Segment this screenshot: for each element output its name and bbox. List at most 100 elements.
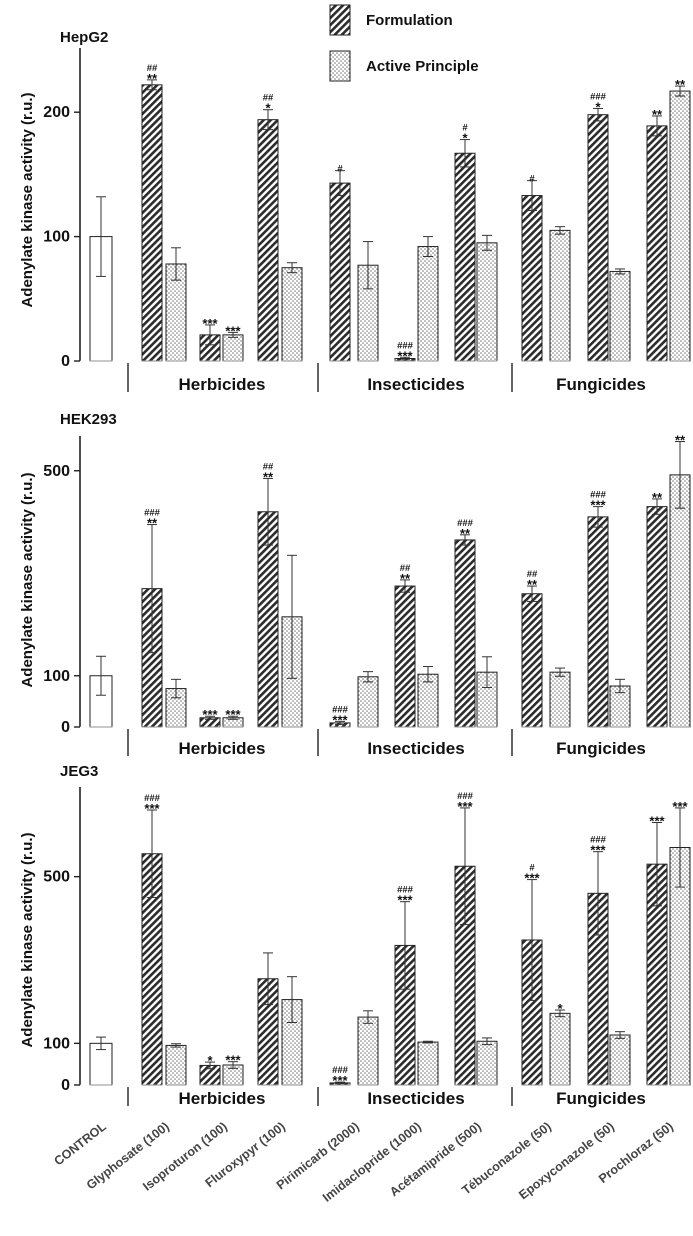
significance-marker: ** — [675, 77, 686, 92]
significance-marker: *** — [225, 1053, 241, 1068]
significance-hash: ### — [144, 508, 161, 519]
significance-marker: ** — [400, 571, 411, 586]
y-tick-label: 0 — [61, 353, 70, 370]
panel-title: JEG3 — [60, 763, 98, 780]
significance-hash: # — [462, 123, 468, 134]
legend-label-active: Active Principle — [366, 58, 479, 75]
legend: Formulation Active Principle — [329, 4, 479, 82]
significance-marker: *** — [457, 799, 473, 814]
significance-hash: ### — [457, 791, 474, 802]
significance-marker: ** — [527, 577, 538, 592]
panel-title: HEK293 — [60, 411, 117, 428]
significance-hash: ## — [147, 63, 158, 74]
significance-marker: *** — [225, 323, 241, 338]
significance-marker: * — [207, 1053, 213, 1068]
significance-marker: *** — [225, 707, 241, 722]
y-tick-label: 100 — [43, 1035, 70, 1052]
group-label-fungicides: Fungicides — [556, 375, 646, 394]
significance-hash: # — [529, 863, 535, 874]
y-axis-label: Adenylate kinase activity (r.u.) — [19, 92, 36, 307]
y-tick-label: 0 — [61, 1077, 70, 1094]
significance-marker: * — [557, 1001, 563, 1016]
y-tick-label: 200 — [43, 104, 70, 121]
significance-hash: ## — [263, 93, 274, 104]
panel-jeg3: JEG3 Adenylate kinase activity (r.u.) 0 100… — [19, 763, 691, 1108]
significance-marker: *** — [649, 814, 665, 829]
significance-hash: ### — [397, 885, 414, 896]
y-tick-label: 100 — [43, 229, 70, 246]
significance-hash: ### — [332, 1065, 349, 1076]
significance-marker: *** — [590, 498, 606, 513]
significance-marker: *** — [397, 348, 413, 363]
significance-marker: *** — [144, 801, 160, 816]
bar-active — [165, 1044, 187, 1086]
significance-marker: *** — [332, 1073, 348, 1088]
bar-formulation — [646, 125, 668, 362]
bar-formulation — [646, 506, 668, 728]
significance-hash: # — [337, 164, 343, 175]
group-label-fungicides: Fungicides — [556, 1089, 646, 1108]
bar-formulation — [141, 84, 163, 362]
bar-active — [609, 1034, 631, 1086]
y-tick-label: 100 — [43, 668, 70, 685]
bar-active — [669, 474, 691, 728]
panel-title: HepG2 — [60, 29, 108, 46]
bar-formulation — [257, 119, 279, 362]
significance-marker: *** — [524, 871, 540, 886]
bar-active — [357, 1016, 379, 1086]
panel-hepg2: HepG2 Adenylate kinase activity (r.u.) 0 10… — [19, 29, 691, 394]
significance-hash: ### — [590, 91, 607, 102]
group-label-herbicides: Herbicides — [179, 739, 266, 758]
group-label-herbicides: Herbicides — [179, 1089, 266, 1108]
group-label-insecticides: Insecticides — [367, 375, 464, 394]
bar-active — [476, 242, 498, 362]
significance-hash: ## — [400, 563, 411, 574]
bar-formulation — [454, 539, 476, 728]
y-axis-label: Adenylate kinase activity (r.u.) — [19, 472, 36, 687]
legend-swatch-formulation — [329, 4, 351, 36]
bar-formulation — [587, 516, 609, 728]
significance-marker: * — [462, 131, 468, 146]
y-tick-label: 500 — [43, 869, 70, 886]
x-category-label: CONTROL — [52, 1119, 110, 1168]
significance-hash: ### — [457, 518, 474, 529]
panels: HepG2 Adenylate kinase activity (r.u.) 0 10… — [19, 29, 691, 1205]
significance-marker: ** — [147, 71, 158, 86]
bar-formulation — [521, 593, 543, 728]
bar-active — [549, 1012, 571, 1086]
bar-active — [281, 267, 303, 362]
panel-hek293: HEK293 Adenylate kinase activity (r.u.) 0 1… — [19, 411, 691, 758]
group-label-insecticides: Insecticides — [367, 739, 464, 758]
bar-active — [222, 334, 244, 362]
bar-formulation — [329, 182, 351, 362]
group-label-fungicides: Fungicides — [556, 739, 646, 758]
bar-active — [417, 246, 439, 362]
significance-hash: ### — [332, 704, 349, 715]
significance-marker: *** — [202, 316, 218, 331]
legend-label-formulation: Formulation — [366, 12, 453, 29]
bar-active — [549, 229, 571, 362]
y-tick-label: 500 — [43, 463, 70, 480]
significance-marker: ** — [263, 469, 274, 484]
significance-hash: ### — [144, 793, 161, 804]
significance-marker: ** — [460, 526, 471, 541]
bar-active — [417, 1041, 439, 1086]
y-tick-label: 0 — [61, 719, 70, 736]
bar-formulation — [454, 152, 476, 362]
bar-formulation — [394, 585, 416, 728]
significance-marker: ** — [652, 490, 663, 505]
significance-hash: ### — [397, 340, 414, 351]
significance-marker: ** — [652, 107, 663, 122]
bar-formulation — [587, 114, 609, 362]
bar-active — [609, 270, 631, 362]
significance-marker: ** — [675, 433, 686, 448]
significance-hash: ## — [263, 461, 274, 472]
significance-marker: *** — [202, 707, 218, 722]
significance-marker: *** — [590, 843, 606, 858]
significance-marker: ** — [147, 516, 158, 531]
significance-marker: *** — [332, 712, 348, 727]
significance-marker: *** — [672, 799, 688, 814]
significance-marker: * — [595, 99, 601, 114]
bar-active — [357, 676, 379, 728]
